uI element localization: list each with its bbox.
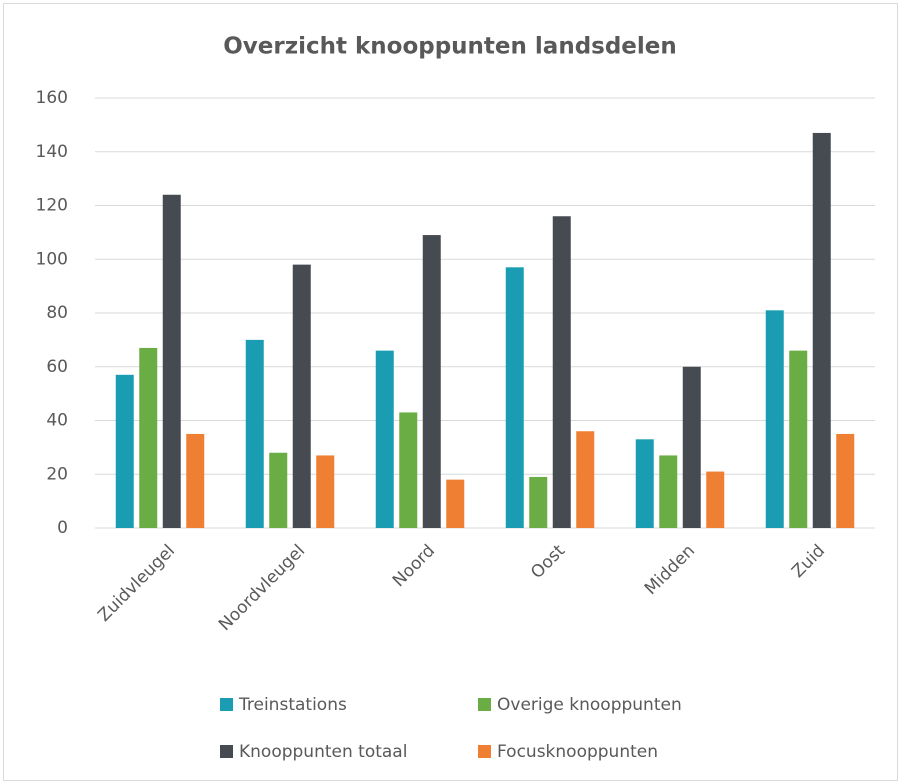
y-tick-label: 140 <box>36 142 68 162</box>
bar <box>812 132 831 528</box>
bar <box>505 267 524 528</box>
bar <box>635 439 654 528</box>
y-tick-label: 40 <box>46 411 68 431</box>
bar <box>269 452 288 528</box>
y-tick-label: 60 <box>46 357 68 377</box>
bar <box>139 347 158 528</box>
y-tick-label: 160 <box>36 88 68 108</box>
legend-swatch <box>478 745 491 758</box>
bar <box>706 471 725 528</box>
legend-swatch <box>220 745 233 758</box>
legend-swatch <box>478 698 491 711</box>
bar <box>162 194 181 528</box>
bar <box>375 350 394 528</box>
bar <box>529 476 548 528</box>
bar <box>186 433 205 528</box>
chart-title: Overzicht knooppunten landsdelen <box>223 34 677 60</box>
bar <box>552 216 571 528</box>
bar <box>789 350 808 528</box>
bar <box>292 264 311 528</box>
y-tick-label: 20 <box>46 464 68 484</box>
bar <box>659 455 678 528</box>
legend-label: Overige knooppunten <box>497 695 682 715</box>
chart-border <box>3 3 898 781</box>
y-tick-label: 100 <box>36 249 68 269</box>
bar <box>399 412 418 528</box>
legend-label: Knooppunten totaal <box>239 742 407 762</box>
bar <box>576 431 595 528</box>
legend-swatch <box>220 698 233 711</box>
legend-label: Focusknooppunten <box>497 742 658 762</box>
bar <box>446 479 465 528</box>
bar <box>316 455 335 528</box>
bar <box>765 310 784 528</box>
y-tick-label: 80 <box>46 303 68 323</box>
y-tick-label: 0 <box>57 518 68 538</box>
y-tick-label: 120 <box>36 196 68 216</box>
bar <box>682 366 701 528</box>
bar <box>115 374 134 528</box>
bar <box>245 339 264 528</box>
bar <box>836 433 855 528</box>
legend-label: Treinstations <box>238 695 347 715</box>
bar <box>422 235 441 528</box>
